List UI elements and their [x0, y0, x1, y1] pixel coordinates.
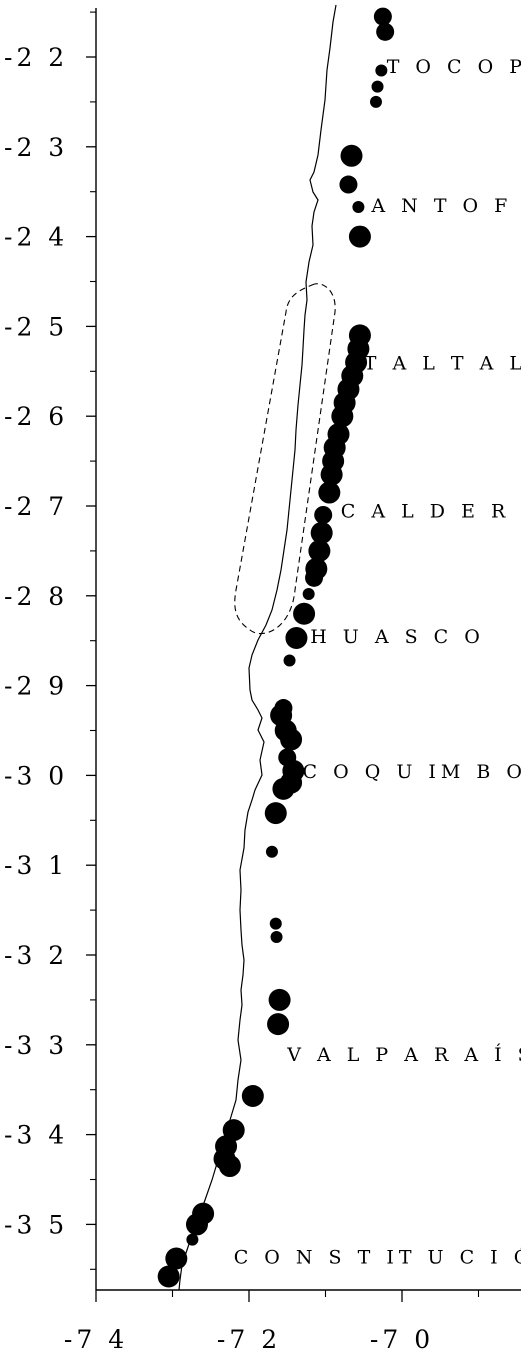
y-tick-label: -2 8 [4, 582, 68, 611]
event-marker [352, 200, 365, 213]
event-marker [283, 654, 296, 667]
event-marker [308, 539, 331, 562]
y-tick-label: -2 4 [4, 223, 68, 252]
event-marker [348, 225, 371, 248]
y-tick-label: -2 9 [4, 672, 68, 701]
event-marker [305, 568, 324, 587]
y-tick-label: -3 5 [4, 1210, 68, 1239]
event-marker [285, 627, 308, 650]
y-tick-label: -2 2 [4, 43, 68, 72]
y-tick-label: -2 7 [4, 492, 68, 521]
event-marker [280, 728, 303, 751]
x-tick-label: -7 2 [217, 1325, 281, 1354]
x-tick-label: -7 4 [64, 1325, 128, 1354]
event-marker [310, 521, 333, 544]
event-marker [376, 22, 395, 41]
city-label: H U A S C O [310, 626, 485, 648]
event-marker [293, 602, 316, 625]
event-marker [373, 7, 392, 26]
y-tick-label: -2 6 [4, 402, 68, 431]
event-marker [318, 481, 341, 504]
event-marker [157, 1265, 180, 1288]
city-label: T O C O P I L L A [387, 56, 521, 78]
event-marker [264, 802, 287, 825]
y-tick-label: -3 0 [4, 761, 68, 790]
event-marker [185, 1213, 208, 1236]
event-marker [241, 1084, 264, 1107]
event-marker [268, 988, 291, 1011]
event-marker [302, 588, 315, 601]
y-tick-label: -2 5 [4, 312, 68, 341]
y-tick-label: -3 2 [4, 941, 68, 970]
city-label: V A L P A R A Í S O [286, 1043, 521, 1066]
event-marker [314, 505, 333, 524]
event-marker [340, 144, 363, 167]
x-tick-label: -7 0 [370, 1325, 434, 1354]
event-marker [339, 175, 358, 194]
y-tick-label: -3 4 [4, 1121, 68, 1150]
y-tick-label: -3 1 [4, 851, 68, 880]
event-marker [269, 917, 282, 930]
event-marker [371, 80, 384, 93]
coastline [178, 4, 337, 1291]
city-label: C A L D E R A [341, 500, 521, 522]
y-tick-label: -2 3 [4, 133, 68, 162]
cluster-outline [234, 283, 336, 635]
y-tick-label: -3 3 [4, 1031, 68, 1060]
event-marker [375, 64, 388, 77]
city-label: T A L T A L [364, 352, 521, 374]
event-marker [165, 1247, 188, 1270]
event-marker [369, 95, 382, 108]
event-marker [186, 1233, 199, 1246]
city-label: C O Q U IM B O [303, 761, 521, 783]
event-marker [331, 405, 354, 428]
city-label: A N T O F A G A S T A [370, 195, 521, 217]
event-marker [265, 845, 278, 858]
event-marker [270, 931, 283, 944]
event-marker [272, 777, 295, 800]
event-marker [267, 1013, 290, 1036]
event-marker [218, 1155, 241, 1178]
city-label: C O N S T IT U C I Ó N [234, 1246, 521, 1269]
event-marker [320, 463, 343, 486]
